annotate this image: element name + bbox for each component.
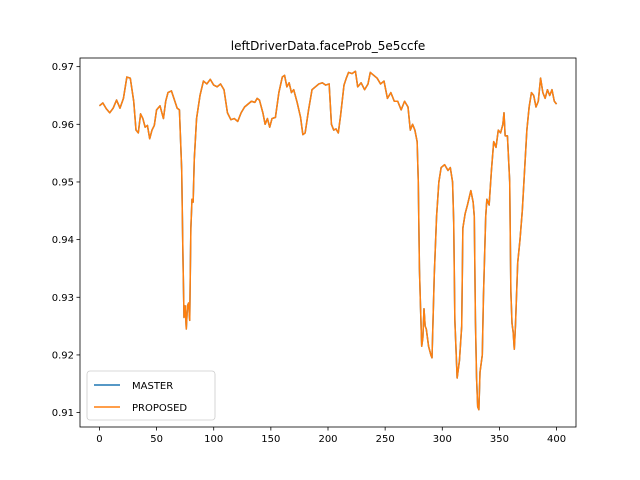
x-tick-label: 50	[150, 434, 163, 445]
y-axis: 0.91 0.92 0.93 0.94 0.95 0.96 0.97	[52, 62, 80, 419]
legend: MASTER PROPOSED	[86, 370, 216, 421]
y-tick-label: 0.96	[52, 120, 74, 131]
series-line-master	[98, 70, 558, 411]
x-tick-label: 400	[547, 434, 566, 445]
x-tick-label: 100	[204, 434, 223, 445]
y-tick-label: 0.93	[52, 293, 74, 304]
chart-title: leftDriverData.faceProb_5e5ccfe	[231, 39, 426, 53]
x-tick-label: 300	[433, 434, 452, 445]
legend-label: PROPOSED	[132, 403, 187, 414]
x-axis: 0 50 100 150 200 250 300 350 400	[96, 427, 566, 445]
legend-label: MASTER	[132, 381, 173, 392]
x-tick-label: 150	[261, 434, 280, 445]
y-tick-label: 0.95	[52, 177, 74, 188]
y-tick-label: 0.97	[52, 62, 74, 73]
y-tick-label: 0.91	[52, 408, 74, 419]
x-tick-label: 200	[318, 434, 337, 445]
x-tick-label: 250	[376, 434, 395, 445]
x-tick-label: 0	[96, 434, 102, 445]
x-tick-label: 350	[490, 434, 509, 445]
y-tick-label: 0.92	[52, 350, 74, 361]
y-tick-label: 0.94	[52, 235, 74, 246]
series-line-proposed	[98, 70, 558, 411]
series-layer	[98, 70, 558, 411]
